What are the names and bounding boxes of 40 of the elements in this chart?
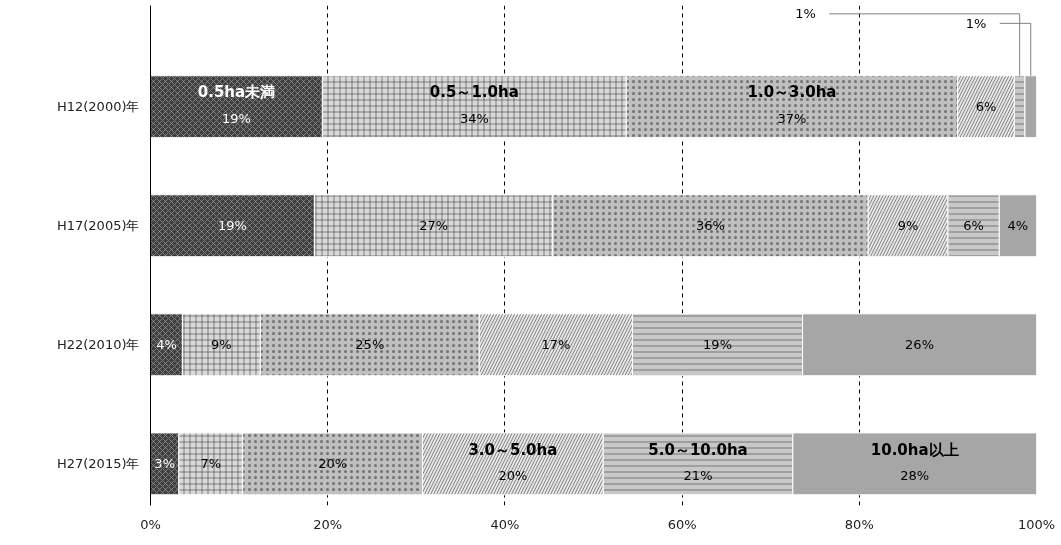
x-tick-label: 20% [313,516,343,532]
data-label: 21% [683,468,713,484]
series-label: 5.0～10.0ha [648,440,748,459]
x-tick-label: 0% [140,516,161,532]
series-label: 10.0ha以上 [870,440,959,459]
data-label: 9% [897,218,919,234]
y-tick-label: H17(2005)年 [56,218,140,234]
series-label: 3.0～5.0ha [468,440,558,459]
data-label: 19% [218,218,247,234]
x-tick-label: 100% [1017,516,1056,532]
data-label: 36% [696,218,725,234]
data-label: 7% [200,456,222,472]
data-label: 1% [965,15,987,31]
data-label: 6% [963,218,984,234]
x-tick-label: 60% [667,516,697,532]
data-label: 27% [419,218,449,234]
data-label: 34% [459,111,489,127]
y-tick-label: H12(2000)年 [56,99,140,115]
data-label: 9% [211,337,232,353]
data-label: 37% [777,111,807,127]
x-tick-label: 40% [490,516,520,532]
data-label: 25% [355,337,385,353]
data-label: 6% [975,99,997,115]
data-label: 17% [541,337,571,353]
data-label: 19% [703,337,732,353]
y-tick-label: H27(2015)年 [56,456,140,472]
data-label: 3% [154,456,175,472]
data-label: 19% [221,111,251,127]
data-label: 28% [900,468,930,484]
series-label: 1.0～3.0ha [747,83,837,102]
data-label: 4% [156,337,177,353]
data-label: 1% [795,6,816,22]
x-tick-label: 80% [844,516,874,532]
series-label: 0.5ha未満 [197,83,276,102]
data-label: 20% [318,456,348,472]
y-tick-label: H22(2010)年 [56,337,140,353]
data-label: 20% [498,468,528,484]
data-label: 4% [1007,218,1029,234]
series-label: 0.5～1.0ha [429,83,519,102]
data-label: 26% [905,337,935,353]
